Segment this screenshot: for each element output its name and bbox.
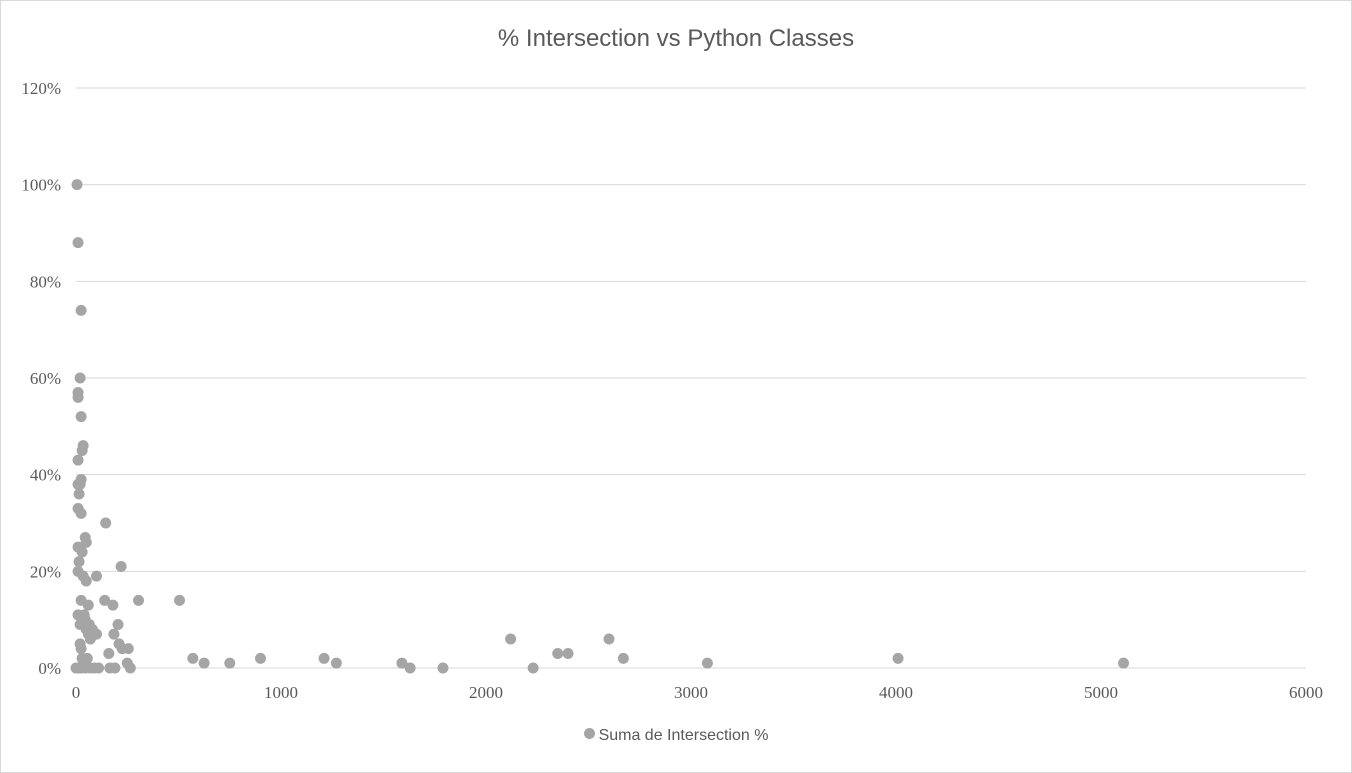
x-tick-label: 5000 [1084,683,1118,702]
data-point [122,643,134,655]
data-point [1118,657,1130,669]
data-point [91,570,102,582]
data-point [75,643,87,655]
data-point [73,556,85,568]
data-point [505,633,517,645]
data-point [108,628,120,640]
data-point [81,652,93,664]
data-point [115,561,127,572]
x-tick-label: 0 [72,683,81,702]
x-tick-label: 6000 [1289,683,1323,702]
x-tick-label: 1000 [264,683,298,702]
y-tick-label: 120% [21,79,61,98]
legend-marker-icon [583,728,595,739]
x-tick-label: 4000 [879,683,913,702]
y-tick-label: 60% [30,369,61,388]
chart-title: % Intersection vs Python Classes [497,25,855,52]
data-point [701,657,713,669]
data-point [77,440,89,452]
data-point [99,594,111,606]
data-point [224,657,236,669]
data-point [330,657,342,669]
data-point [318,652,330,664]
data-point [187,652,199,664]
data-point [75,304,87,316]
data-point [93,662,105,674]
data-point [404,662,416,674]
data-point [107,599,119,611]
data-point [617,652,629,664]
legend: Suma de Intersection % [1,727,1351,745]
data-point [527,662,539,674]
y-tick-label: 80% [30,272,61,291]
data-point [82,599,94,611]
data-point [75,474,87,485]
data-point [76,546,88,558]
data-point [174,594,186,606]
data-point [72,237,84,249]
data-point [133,594,145,606]
data-point [100,517,112,529]
data-point [562,648,574,659]
y-tick-label: 0% [38,659,61,678]
data-point [109,662,121,674]
data-point [255,652,266,664]
data-point [71,179,83,191]
data-point [603,633,615,645]
x-tick-label: 3000 [674,683,708,702]
data-point [552,648,564,659]
data-point [74,372,86,384]
data-point [103,648,115,659]
data-point [124,662,136,674]
data-point [75,411,87,423]
data-point [112,619,124,630]
data-point [73,488,85,500]
y-tick-label: 20% [30,562,61,581]
x-tick-label: 2000 [469,683,503,702]
data-point [396,657,408,669]
data-point [75,507,87,519]
data-point [91,628,102,640]
y-tick-label: 100% [21,176,61,195]
data-point [80,575,92,587]
data-point [892,652,904,664]
legend-label: Suma de Intersection % [598,727,769,744]
data-point [72,391,84,403]
y-tick-label: 40% [30,466,61,485]
data-point [437,662,449,674]
data-point [80,536,92,548]
data-point [198,657,210,669]
data-point [72,454,84,466]
